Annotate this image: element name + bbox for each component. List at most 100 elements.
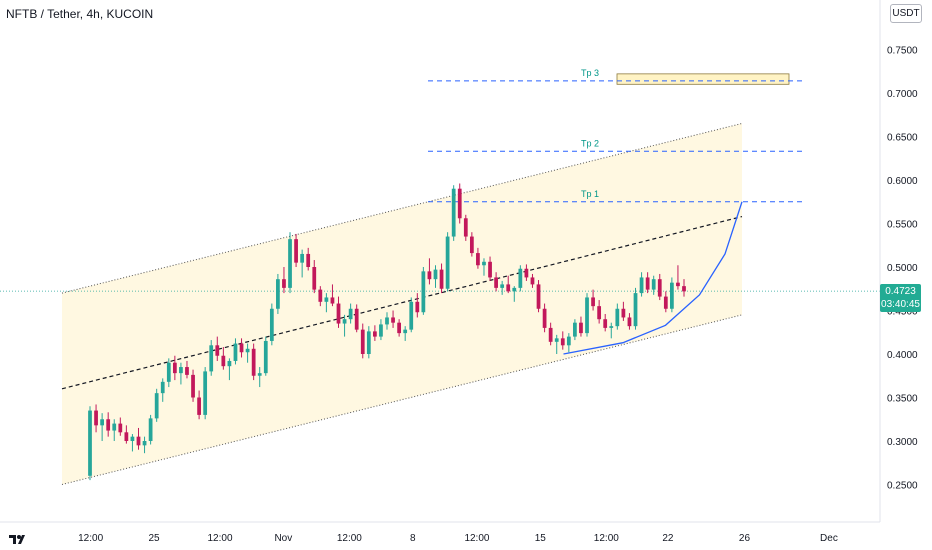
candle-body[interactable] <box>300 253 305 263</box>
candle-body[interactable] <box>172 362 177 374</box>
candle-body[interactable] <box>227 360 232 367</box>
candle-body[interactable] <box>609 326 614 328</box>
candle-body[interactable] <box>312 267 317 290</box>
candle-body[interactable] <box>354 308 359 330</box>
candle-body[interactable] <box>482 261 486 266</box>
candle-body[interactable] <box>276 279 280 309</box>
candle-body[interactable] <box>160 381 165 394</box>
candle-body[interactable] <box>548 327 553 342</box>
candle-body[interactable] <box>651 279 656 290</box>
candle-body[interactable] <box>233 343 238 361</box>
candle-body[interactable] <box>476 253 480 266</box>
candle-body[interactable] <box>106 419 111 431</box>
candle-body[interactable] <box>676 282 680 287</box>
parabolic-curve[interactable] <box>563 201 743 355</box>
candle-body[interactable] <box>294 239 298 263</box>
candle-body[interactable] <box>154 393 159 419</box>
candle-body[interactable] <box>457 188 462 219</box>
candle-body[interactable] <box>494 277 498 288</box>
candle-body[interactable] <box>100 419 105 426</box>
candle-body[interactable] <box>136 436 141 446</box>
candle-body[interactable] <box>488 261 492 278</box>
candle-body[interactable] <box>342 319 347 324</box>
candle-body[interactable] <box>269 308 274 341</box>
candle-body[interactable] <box>512 287 517 292</box>
candle-body[interactable] <box>245 348 250 353</box>
candle-body[interactable] <box>330 297 335 304</box>
candle-body[interactable] <box>603 319 608 328</box>
candle-body[interactable] <box>215 345 220 356</box>
candle-body[interactable] <box>524 268 529 278</box>
candle-body[interactable] <box>366 331 371 354</box>
candle-body[interactable] <box>554 338 559 342</box>
candle-body[interactable] <box>566 336 571 346</box>
candle-body[interactable] <box>257 373 262 376</box>
candle-body[interactable] <box>221 355 226 367</box>
candle-body[interactable] <box>166 362 171 382</box>
candle-body[interactable] <box>197 397 201 415</box>
candle-body[interactable] <box>288 239 292 288</box>
candle-body[interactable] <box>209 345 214 372</box>
candle-body[interactable] <box>251 348 256 376</box>
candle-body[interactable] <box>645 277 650 290</box>
candle-body[interactable] <box>142 441 147 446</box>
candle-body[interactable] <box>427 271 432 280</box>
candle-body[interactable] <box>500 284 505 288</box>
candle-body[interactable] <box>669 282 674 309</box>
candle-body[interactable] <box>336 303 341 324</box>
currency-badge[interactable]: USDT <box>890 4 922 23</box>
candle-body[interactable] <box>409 301 414 330</box>
candle-body[interactable] <box>542 308 547 328</box>
candle-body[interactable] <box>372 331 377 337</box>
candle-body[interactable] <box>324 297 329 302</box>
candle-body[interactable] <box>627 317 632 327</box>
candle-body[interactable] <box>663 296 668 309</box>
candle-body[interactable] <box>385 317 389 325</box>
candle-body[interactable] <box>391 317 395 323</box>
candle-body[interactable] <box>94 410 98 426</box>
candle-body[interactable] <box>633 293 638 327</box>
candle-body[interactable] <box>379 324 383 337</box>
candle-body[interactable] <box>397 322 402 334</box>
candle-body[interactable] <box>112 423 117 431</box>
candle-body[interactable] <box>191 374 195 398</box>
candle-body[interactable] <box>348 308 353 320</box>
candle-body[interactable] <box>518 268 523 288</box>
candle-body[interactable] <box>118 423 123 433</box>
candle-body[interactable] <box>263 340 268 374</box>
candle-body[interactable] <box>573 322 577 337</box>
candle-body[interactable] <box>360 329 365 354</box>
candle-body[interactable] <box>124 432 129 441</box>
candle-body[interactable] <box>130 436 135 441</box>
candle-body[interactable] <box>318 289 323 302</box>
candle-body[interactable] <box>433 269 438 280</box>
candle-body[interactable] <box>88 410 92 476</box>
candle-body[interactable] <box>239 343 244 353</box>
candle-body[interactable] <box>536 284 541 309</box>
candle-body[interactable] <box>560 338 565 346</box>
candle-body[interactable] <box>530 277 535 285</box>
candle-body[interactable] <box>185 367 189 375</box>
candle-body[interactable] <box>506 284 511 292</box>
candle-body[interactable] <box>445 236 450 289</box>
candle-body[interactable] <box>403 329 408 334</box>
candle-body[interactable] <box>682 286 686 292</box>
candle-body[interactable] <box>597 306 602 320</box>
candle-body[interactable] <box>179 367 183 374</box>
candle-body[interactable] <box>451 188 456 237</box>
candle-body[interactable] <box>585 297 589 334</box>
candle-body[interactable] <box>615 308 620 327</box>
candle-body[interactable] <box>421 271 426 313</box>
candle-body[interactable] <box>657 279 662 297</box>
candle-body[interactable] <box>621 308 626 318</box>
candle-body[interactable] <box>282 279 286 288</box>
candle-body[interactable] <box>639 277 644 294</box>
candle-body[interactable] <box>463 218 468 237</box>
tp3-zone[interactable] <box>616 73 790 85</box>
candle-body[interactable] <box>148 418 153 441</box>
candle-body[interactable] <box>203 371 208 415</box>
candle-body[interactable] <box>439 269 444 289</box>
candle-body[interactable] <box>579 322 583 334</box>
